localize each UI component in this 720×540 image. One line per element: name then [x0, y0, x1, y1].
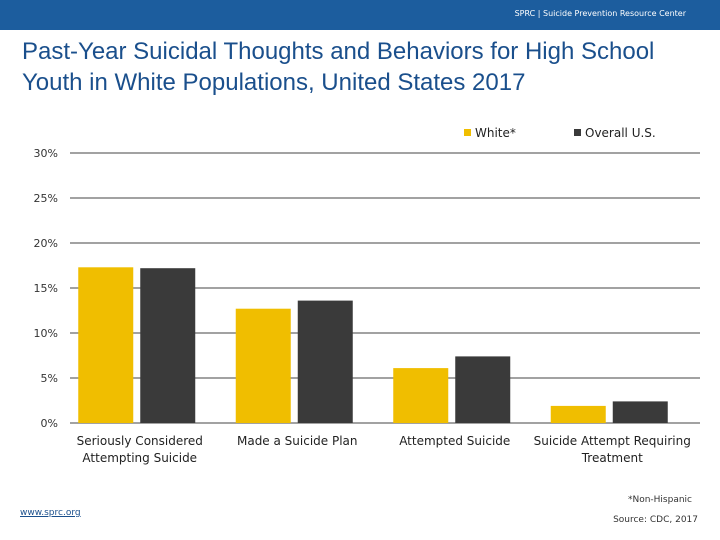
bar [140, 268, 196, 423]
legend-swatch [464, 129, 471, 136]
bar [612, 401, 668, 423]
bar [297, 300, 353, 423]
y-tick-label: 10% [34, 327, 58, 340]
y-tick-label: 5% [41, 372, 58, 385]
legend-label: White* [475, 126, 516, 140]
y-tick-label: 15% [34, 282, 58, 295]
bar [550, 405, 606, 423]
x-tick-label: Treatment [581, 451, 643, 465]
bar [235, 308, 291, 423]
legend-label: Overall U.S. [585, 126, 656, 140]
y-tick-label: 20% [34, 237, 58, 250]
x-tick-label: Seriously Considered [77, 434, 203, 448]
y-tick-label: 30% [34, 147, 58, 160]
x-tick-label: Suicide Attempt Requiring [534, 434, 691, 448]
website-link[interactable]: www.sprc.org [20, 508, 81, 518]
bar [393, 368, 449, 423]
bar [455, 356, 511, 423]
y-tick-label: 25% [34, 192, 58, 205]
x-tick-label: Made a Suicide Plan [237, 434, 358, 448]
source-note: Source: CDC, 2017 [613, 515, 698, 525]
x-tick-label: Attempted Suicide [399, 434, 510, 448]
header-bar: SPRC | Suicide Prevention Resource Cente… [0, 0, 720, 30]
bar-chart: 0% 5% 10% 15% 20% 25% 30% Seriously Considered A… [34, 126, 700, 465]
brand-label: SPRC | Suicide Prevention Resource Cente… [514, 9, 686, 18]
x-tick-label: Attempting Suicide [82, 451, 197, 465]
footnote: *Non-Hispanic [627, 495, 692, 505]
bar [78, 267, 134, 423]
page-title: Past-Year Suicidal Thoughts and Behavior… [22, 38, 655, 96]
legend-swatch [574, 129, 581, 136]
y-tick-label: 0% [41, 417, 58, 430]
